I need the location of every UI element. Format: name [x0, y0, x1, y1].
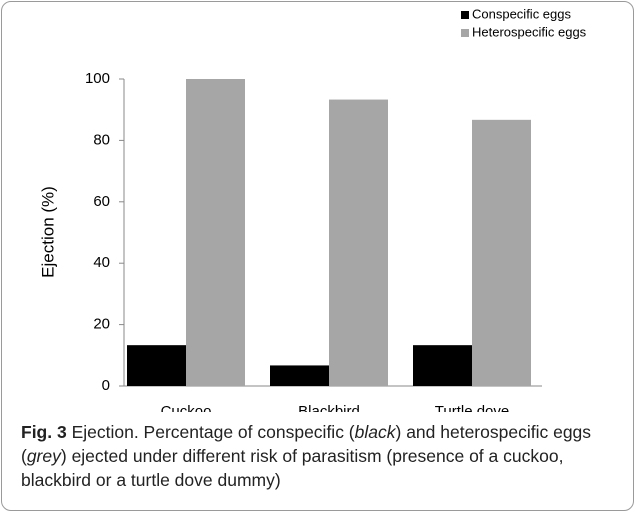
y-tick-label: 20 — [93, 316, 110, 333]
bar — [329, 99, 388, 386]
x-tick-label: Cuckoo — [161, 403, 212, 412]
bar — [413, 345, 472, 386]
x-tick-label: Blackbird — [298, 403, 360, 412]
y-tick-label: 100 — [85, 70, 110, 87]
bar — [186, 79, 245, 386]
caption: Fig. 3 Ejection. Percentage of conspecif… — [21, 420, 621, 492]
legend-label: Conspecific eggs — [472, 6, 571, 21]
legend-swatch — [461, 29, 469, 37]
caption-text: Ejection. Percentage of conspecific ( — [66, 422, 355, 442]
caption-text: Fig. 3 — [21, 422, 67, 442]
caption-text: ) and heterospecific eggs ( — [21, 422, 592, 466]
y-tick-label: 60 — [93, 193, 110, 210]
y-tick-label: 40 — [93, 254, 110, 271]
y-axis-label: Ejection (%) — [38, 186, 57, 278]
chart: Ejection (%) 0 20 40 60 80 100 Cuckoo Blackbird… — [38, 6, 587, 412]
caption-text: ) ejected under different risk of parasi… — [21, 446, 564, 490]
caption-text: grey — [26, 446, 61, 466]
x-tick-label: Turtle dove — [435, 403, 509, 412]
legend-label: Heterospecific eggs — [472, 24, 587, 39]
y-tick-label: 0 — [102, 377, 110, 394]
y-tick-label: 80 — [93, 131, 110, 148]
bar — [472, 119, 531, 387]
bar — [127, 345, 186, 386]
bar — [270, 365, 329, 386]
caption-text: black — [354, 422, 396, 442]
legend-swatch — [461, 11, 469, 19]
